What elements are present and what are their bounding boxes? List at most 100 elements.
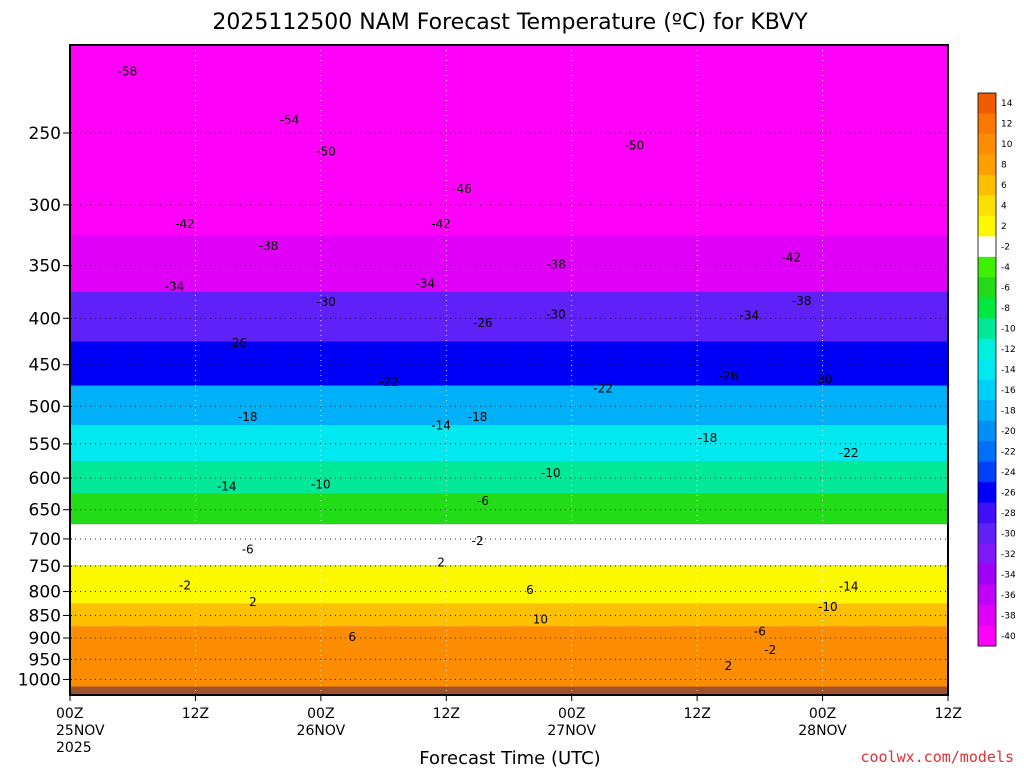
colorbar-swatch xyxy=(978,359,996,381)
contour-label: -18 xyxy=(238,410,258,424)
contour-label: -38 xyxy=(259,239,279,253)
y-tick-label: 550 xyxy=(29,435,61,455)
colorbar-label: -4 xyxy=(1001,263,1010,273)
y-tick-label: 500 xyxy=(29,397,61,417)
contour-label: -2 xyxy=(179,579,191,593)
contour-label: -26 xyxy=(227,336,247,350)
contour-label: -38 xyxy=(546,258,566,272)
chart-title: 2025112500 NAM Forecast Temperature (ºC)… xyxy=(212,10,808,35)
colorbar-swatch xyxy=(978,318,996,340)
colorbar-label: -38 xyxy=(1001,611,1016,621)
contour-label: -10 xyxy=(311,478,331,492)
ground-layer xyxy=(70,686,948,695)
temperature-band xyxy=(70,626,948,695)
x-tick-label: 28NOV xyxy=(798,723,847,739)
temperature-band xyxy=(70,460,948,494)
y-tick-label: 750 xyxy=(29,557,61,577)
x-tick-label: 12Z xyxy=(935,706,962,722)
x-tick-label: 26NOV xyxy=(297,723,346,739)
colorbar-label: 14 xyxy=(1001,99,1013,109)
temperature-band xyxy=(70,291,948,342)
colorbar-label: -2 xyxy=(1001,243,1010,253)
colorbar-swatch xyxy=(978,277,996,299)
source-credit: coolwx.com/models xyxy=(860,748,1014,766)
contour-label: -30 xyxy=(546,307,566,321)
contour-label: -58 xyxy=(118,65,138,79)
colorbar-swatch xyxy=(978,154,996,176)
colorbar-swatch xyxy=(978,584,996,606)
x-tick-label: 00Z xyxy=(558,706,585,722)
contour-label: 2 xyxy=(249,595,257,609)
temperature-band xyxy=(70,425,948,461)
y-tick-label: 400 xyxy=(29,309,61,329)
colorbar-swatch xyxy=(978,195,996,217)
contour-label: -10 xyxy=(818,600,838,614)
colorbar-label: -40 xyxy=(1001,632,1016,642)
colorbar-swatch xyxy=(978,174,996,196)
contour-label: -26 xyxy=(473,316,493,330)
temperature-band xyxy=(70,168,948,236)
contour-label: -42 xyxy=(175,217,195,231)
colorbar-swatch xyxy=(978,461,996,483)
contour-label: -2 xyxy=(764,643,776,657)
colorbar-label: -28 xyxy=(1001,509,1016,519)
y-tick-label: 250 xyxy=(29,124,61,144)
x-tick-label: 2025 xyxy=(56,740,92,756)
colorbar-swatch xyxy=(978,441,996,463)
colorbar-swatch xyxy=(978,523,996,545)
y-tick-label: 950 xyxy=(29,650,61,670)
temperature-band xyxy=(70,341,948,386)
colorbar-label: -8 xyxy=(1001,304,1010,314)
x-tick-label: 25NOV xyxy=(56,723,105,739)
contour-label: -30 xyxy=(813,372,833,386)
colorbar-label: -32 xyxy=(1001,550,1016,560)
colorbar-swatch xyxy=(978,297,996,319)
contour-label: 2 xyxy=(725,659,733,673)
colorbar-label: -22 xyxy=(1001,447,1016,457)
colorbar-label: -36 xyxy=(1001,591,1016,601)
contour-label: -34 xyxy=(740,308,760,322)
y-tick-label: 600 xyxy=(29,469,61,489)
colorbar-swatch xyxy=(978,543,996,565)
colorbar-swatch xyxy=(978,215,996,237)
temperature-bands xyxy=(70,45,948,695)
plot-area: -58 -54 -50 -50 -46 -42 -42 -42 -38 -38 -38 -34 -34 -… xyxy=(70,45,948,695)
temperature-band xyxy=(70,385,948,426)
colorbar-label: 6 xyxy=(1001,181,1007,191)
colorbar-label: -10 xyxy=(1001,325,1016,335)
colorbar-label: -6 xyxy=(1001,284,1010,294)
colorbar-frame xyxy=(977,92,997,647)
temperature-band xyxy=(70,493,948,525)
contour-label: -2 xyxy=(472,534,484,548)
temperature-band xyxy=(70,45,948,169)
colorbar-swatch xyxy=(978,113,996,135)
colorbar-swatch xyxy=(978,400,996,422)
y-tick-label: 800 xyxy=(29,583,61,603)
y-tick-label: 850 xyxy=(29,606,61,626)
y-tick-label: 300 xyxy=(29,196,61,216)
colorbar-swatch xyxy=(978,625,996,647)
colorbar-swatch xyxy=(978,133,996,155)
contour-label: -46 xyxy=(452,182,472,196)
contour-label: 6 xyxy=(526,583,534,597)
colorbar-swatch xyxy=(978,420,996,442)
contour-label: -22 xyxy=(593,382,613,396)
x-tick-label: 27NOV xyxy=(547,723,596,739)
contour-labels: -58 -54 -50 -50 -46 -42 -42 -42 -38 -38 -38 -34 -34 -… xyxy=(118,65,859,673)
y-tick-label: 450 xyxy=(29,356,61,376)
colorbar-swatch xyxy=(978,605,996,627)
temperature-band xyxy=(70,235,948,292)
contour-label: -18 xyxy=(698,431,718,445)
contour-label: -14 xyxy=(217,480,237,494)
colorbar-label: 4 xyxy=(1001,202,1007,212)
contour-label: -34 xyxy=(165,279,185,293)
plot-frame xyxy=(69,44,949,696)
colorbar-label: -12 xyxy=(1001,345,1016,355)
contour-label: -54 xyxy=(280,113,300,127)
colorbar-swatch xyxy=(978,482,996,504)
colorbar-swatch xyxy=(978,564,996,586)
colorbar-label: -30 xyxy=(1001,529,1016,539)
contour-label: -6 xyxy=(242,542,254,556)
